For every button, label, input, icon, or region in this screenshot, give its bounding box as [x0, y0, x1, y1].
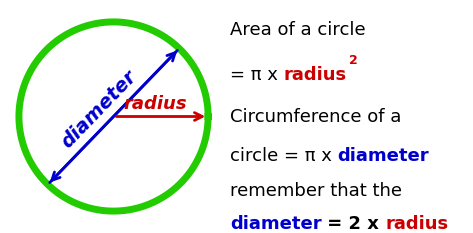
Text: Area of a circle: Area of a circle — [230, 21, 366, 39]
Text: radius: radius — [123, 95, 187, 113]
Text: 2: 2 — [349, 54, 358, 67]
Text: diameter: diameter — [230, 215, 322, 233]
Text: radius: radius — [385, 215, 449, 233]
Text: diameter: diameter — [337, 147, 429, 165]
Text: remember that the: remember that the — [230, 182, 402, 200]
Text: circle = π x: circle = π x — [230, 147, 337, 165]
Text: = π x: = π x — [230, 65, 283, 84]
Text: diameter: diameter — [58, 66, 141, 151]
Text: = 2 x: = 2 x — [322, 215, 385, 233]
Text: radius: radius — [283, 65, 347, 84]
Text: Circumference of a: Circumference of a — [230, 107, 401, 126]
